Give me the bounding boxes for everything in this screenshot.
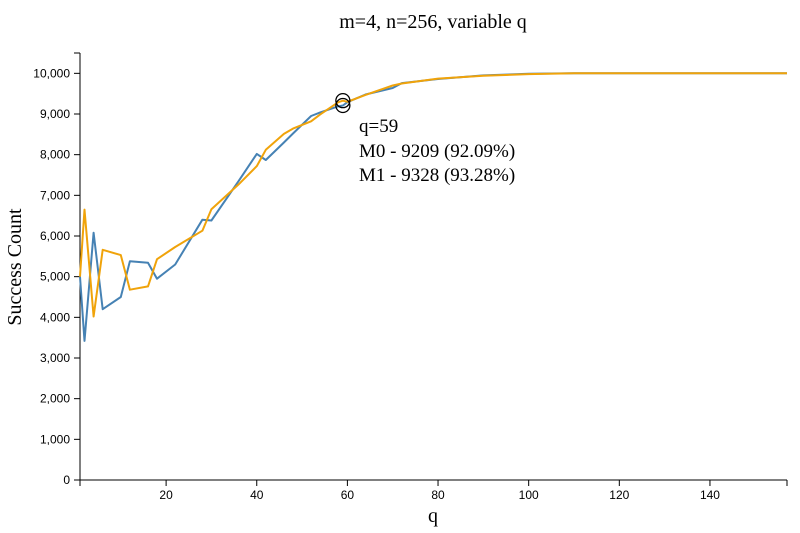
y-tick-label: 4,000 bbox=[40, 310, 70, 324]
annotation-m1: M1 - 9328 (93.28%) bbox=[359, 165, 515, 186]
y-tick-label: 9,000 bbox=[40, 107, 70, 121]
y-tick-label: 8,000 bbox=[40, 148, 70, 162]
series-line-0 bbox=[79, 72, 787, 342]
series-group bbox=[79, 72, 787, 342]
x-tick-label: 20 bbox=[159, 488, 173, 502]
series-line-1 bbox=[79, 72, 787, 318]
highlight-annotation: q=59 M0 - 9209 (92.09%) M1 - 9328 (93.28… bbox=[359, 116, 515, 186]
highlight-marker-1 bbox=[335, 93, 351, 109]
y-tick-label: 2,000 bbox=[40, 392, 70, 406]
y-tick-label: 1,000 bbox=[40, 432, 70, 446]
y-tick-label: 10,000 bbox=[33, 66, 70, 80]
x-tick-label: 80 bbox=[431, 488, 445, 502]
x-axis-label: q bbox=[428, 505, 438, 527]
x-axis: 20 40 60 80 100 120 140 bbox=[79, 479, 788, 502]
highlight-marker-0 bbox=[335, 97, 351, 114]
highlight-markers bbox=[335, 93, 351, 114]
x-tick-label: 120 bbox=[609, 488, 629, 502]
y-axis-label: Success Count bbox=[4, 208, 26, 326]
x-tick-label: 60 bbox=[341, 488, 355, 502]
y-tick-label: 5,000 bbox=[40, 270, 70, 284]
y-tick-label: 3,000 bbox=[40, 351, 70, 365]
x-tick-label: 40 bbox=[250, 488, 264, 502]
x-tick-label: 140 bbox=[700, 488, 720, 502]
y-tick-label: 7,000 bbox=[40, 188, 70, 202]
annotation-m0: M0 - 9209 (92.09%) bbox=[359, 141, 515, 162]
annotation-q: q=59 bbox=[359, 116, 398, 137]
y-tick-label: 0 bbox=[63, 473, 70, 487]
y-tick-label: 6,000 bbox=[40, 229, 70, 243]
chart-title: m=4, n=256, variable q bbox=[339, 11, 527, 33]
y-axis: 0 1,000 2,000 3,000 4,000 5,000 6,000 7,000 8,00… bbox=[33, 52, 81, 487]
x-tick-label: 100 bbox=[519, 488, 539, 502]
